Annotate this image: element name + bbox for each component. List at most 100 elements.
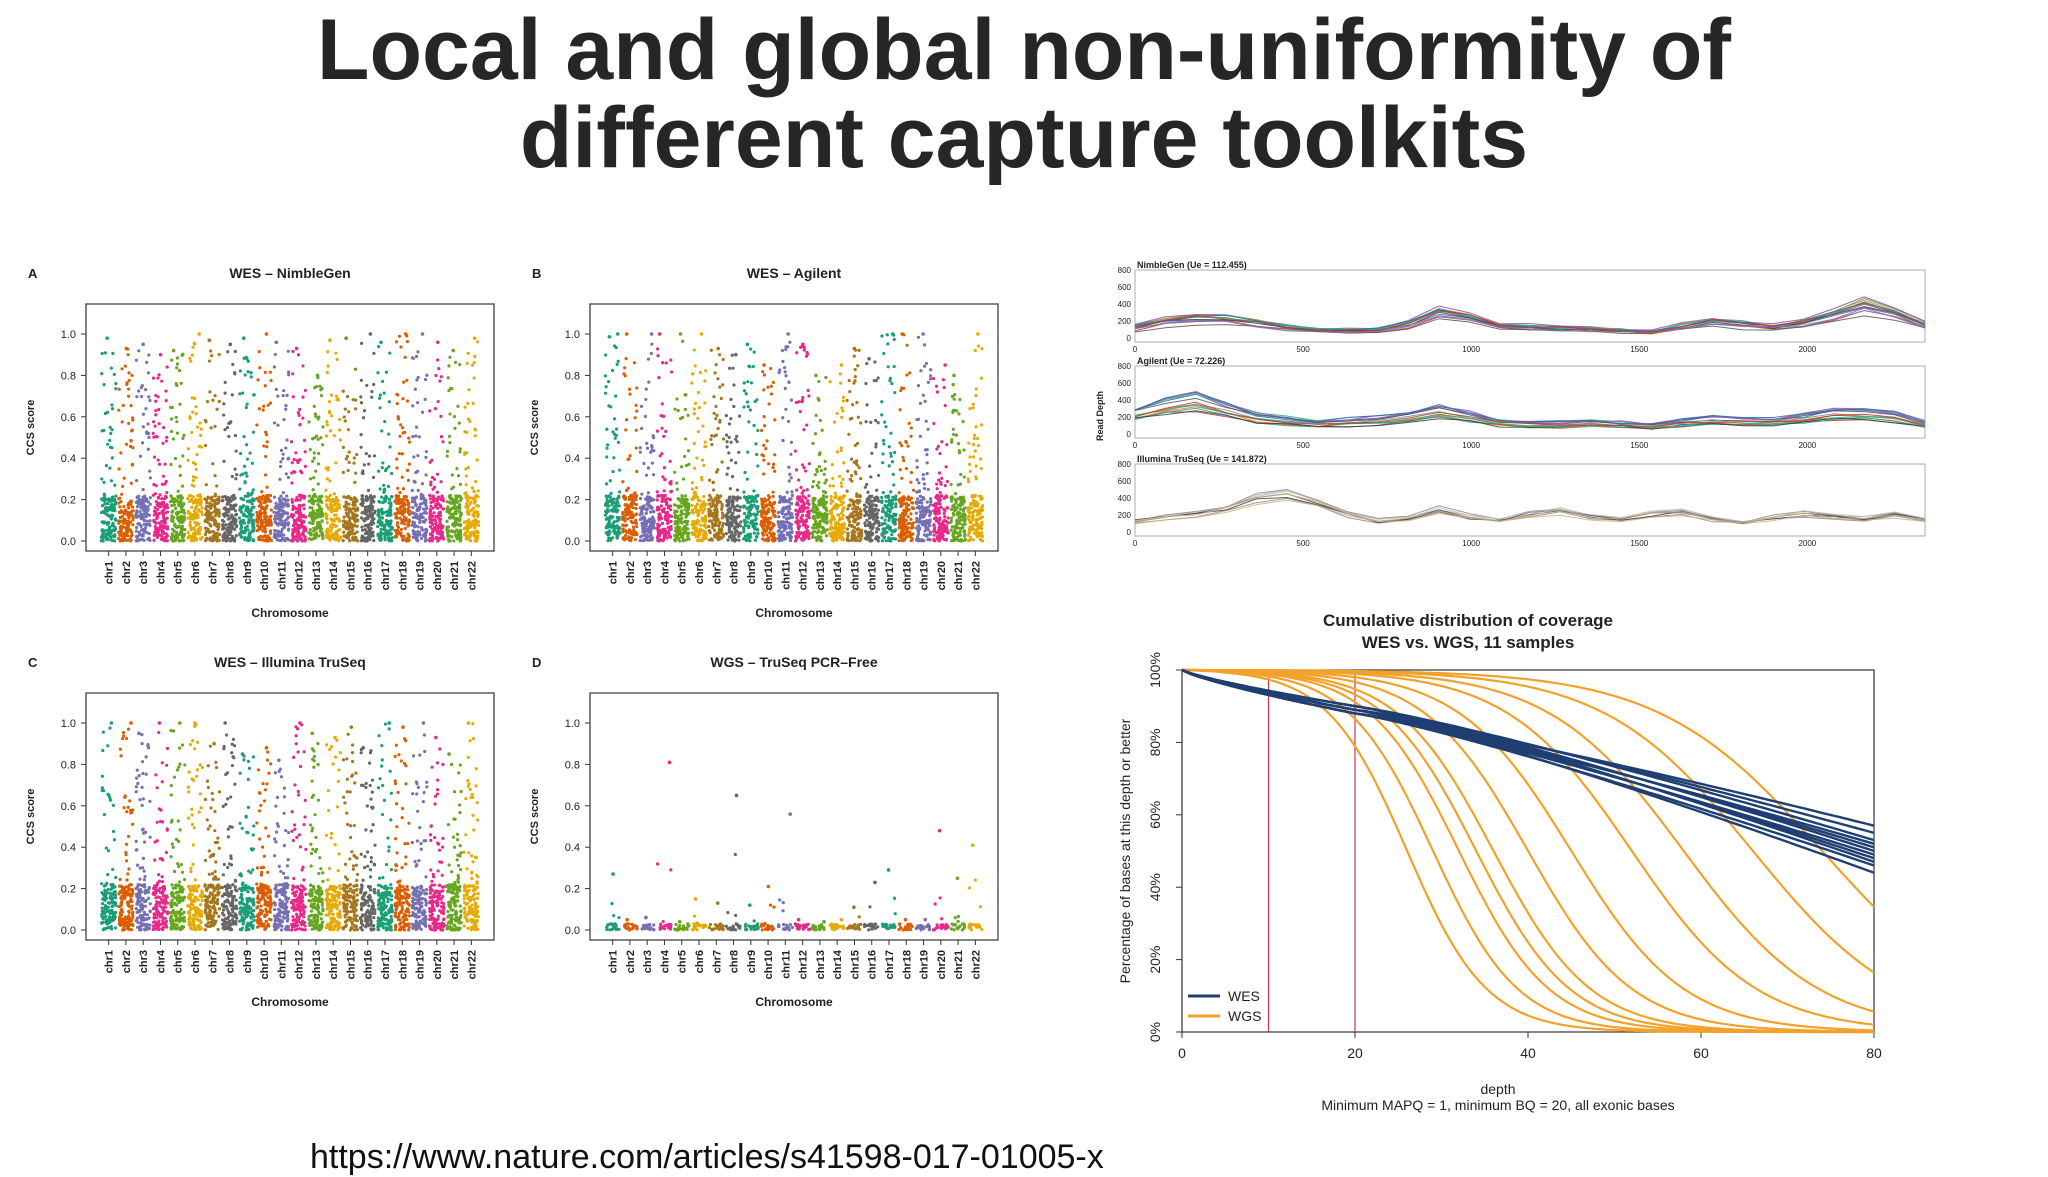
data-point xyxy=(114,517,117,520)
data-point xyxy=(401,521,404,524)
data-point xyxy=(679,417,682,420)
data-point xyxy=(691,533,694,536)
data-point xyxy=(165,436,168,439)
data-point xyxy=(278,509,281,512)
x-tick-label: chr5 xyxy=(173,561,185,584)
data-point xyxy=(251,497,254,500)
data-point xyxy=(217,501,220,504)
data-point xyxy=(131,429,134,432)
data-point xyxy=(625,357,628,360)
data-point xyxy=(417,489,420,492)
data-point xyxy=(383,524,386,527)
data-point-peak xyxy=(197,332,201,336)
data-point xyxy=(173,497,176,500)
data-point xyxy=(429,483,432,486)
data-point xyxy=(390,472,393,475)
data-point xyxy=(114,500,117,503)
data-point xyxy=(796,495,799,498)
data-point xyxy=(325,503,328,506)
x-tick-label: chr1 xyxy=(608,561,620,584)
data-point xyxy=(231,507,234,510)
data-point xyxy=(815,414,818,417)
data-point xyxy=(611,369,614,372)
data-point xyxy=(258,366,261,369)
data-point xyxy=(110,524,113,527)
data-point xyxy=(631,533,634,536)
data-point-peak xyxy=(716,347,720,351)
data-point xyxy=(118,497,121,500)
data-point xyxy=(181,354,184,357)
data-point xyxy=(453,415,456,418)
data-point xyxy=(179,521,182,524)
data-point xyxy=(744,524,747,527)
data-point xyxy=(313,456,316,459)
data-point xyxy=(778,371,781,374)
data-point xyxy=(361,469,364,472)
data-point xyxy=(712,512,715,515)
data-point xyxy=(770,392,773,395)
data-point xyxy=(164,389,167,392)
chromosome-points xyxy=(639,332,656,542)
data-point xyxy=(468,420,471,423)
data-point xyxy=(110,538,113,541)
data-point xyxy=(605,447,608,450)
data-point xyxy=(717,537,720,540)
data-point xyxy=(246,458,249,461)
data-point xyxy=(161,442,164,445)
x-tick-label: chr11 xyxy=(780,561,792,590)
data-point xyxy=(222,539,225,542)
data-point xyxy=(233,528,236,531)
data-point xyxy=(715,433,718,436)
data-point xyxy=(756,532,759,535)
data-point xyxy=(190,506,193,509)
data-point xyxy=(181,505,184,508)
data-point xyxy=(725,434,728,437)
data-point xyxy=(244,472,247,475)
data-point xyxy=(787,466,790,469)
data-point xyxy=(743,519,746,522)
data-point xyxy=(329,429,332,432)
data-point xyxy=(784,408,787,411)
data-point xyxy=(304,465,307,468)
data-point xyxy=(388,400,391,403)
data-point xyxy=(656,490,659,493)
data-point xyxy=(414,388,417,391)
data-point xyxy=(760,453,763,456)
data-point xyxy=(756,429,759,432)
data-point xyxy=(625,418,628,421)
data-point xyxy=(316,503,319,506)
data-point xyxy=(344,520,347,523)
data-point xyxy=(263,509,266,512)
data-point xyxy=(473,501,476,504)
data-point xyxy=(783,499,786,502)
data-point xyxy=(607,404,610,407)
data-point xyxy=(242,435,245,438)
data-point xyxy=(718,496,721,499)
data-point xyxy=(755,500,758,503)
data-point xyxy=(474,434,477,437)
data-point xyxy=(730,506,733,509)
data-point xyxy=(424,473,427,476)
data-point xyxy=(135,359,138,362)
data-point xyxy=(128,379,131,382)
data-point xyxy=(612,525,615,528)
data-point xyxy=(223,515,226,518)
data-point xyxy=(652,449,655,452)
data-point xyxy=(399,345,402,348)
data-point xyxy=(329,535,332,538)
data-point xyxy=(459,447,462,450)
data-point xyxy=(781,349,784,352)
data-point xyxy=(263,515,266,518)
chromosome-points xyxy=(255,332,273,542)
data-point xyxy=(691,487,694,490)
data-point xyxy=(269,515,272,518)
data-point-peak xyxy=(625,332,629,336)
data-point xyxy=(291,516,294,519)
data-point xyxy=(379,535,382,538)
data-point xyxy=(370,396,373,399)
data-point xyxy=(348,530,351,533)
data-point xyxy=(309,528,312,531)
data-point xyxy=(433,486,436,489)
data-point xyxy=(249,516,252,519)
data-point xyxy=(684,494,687,497)
